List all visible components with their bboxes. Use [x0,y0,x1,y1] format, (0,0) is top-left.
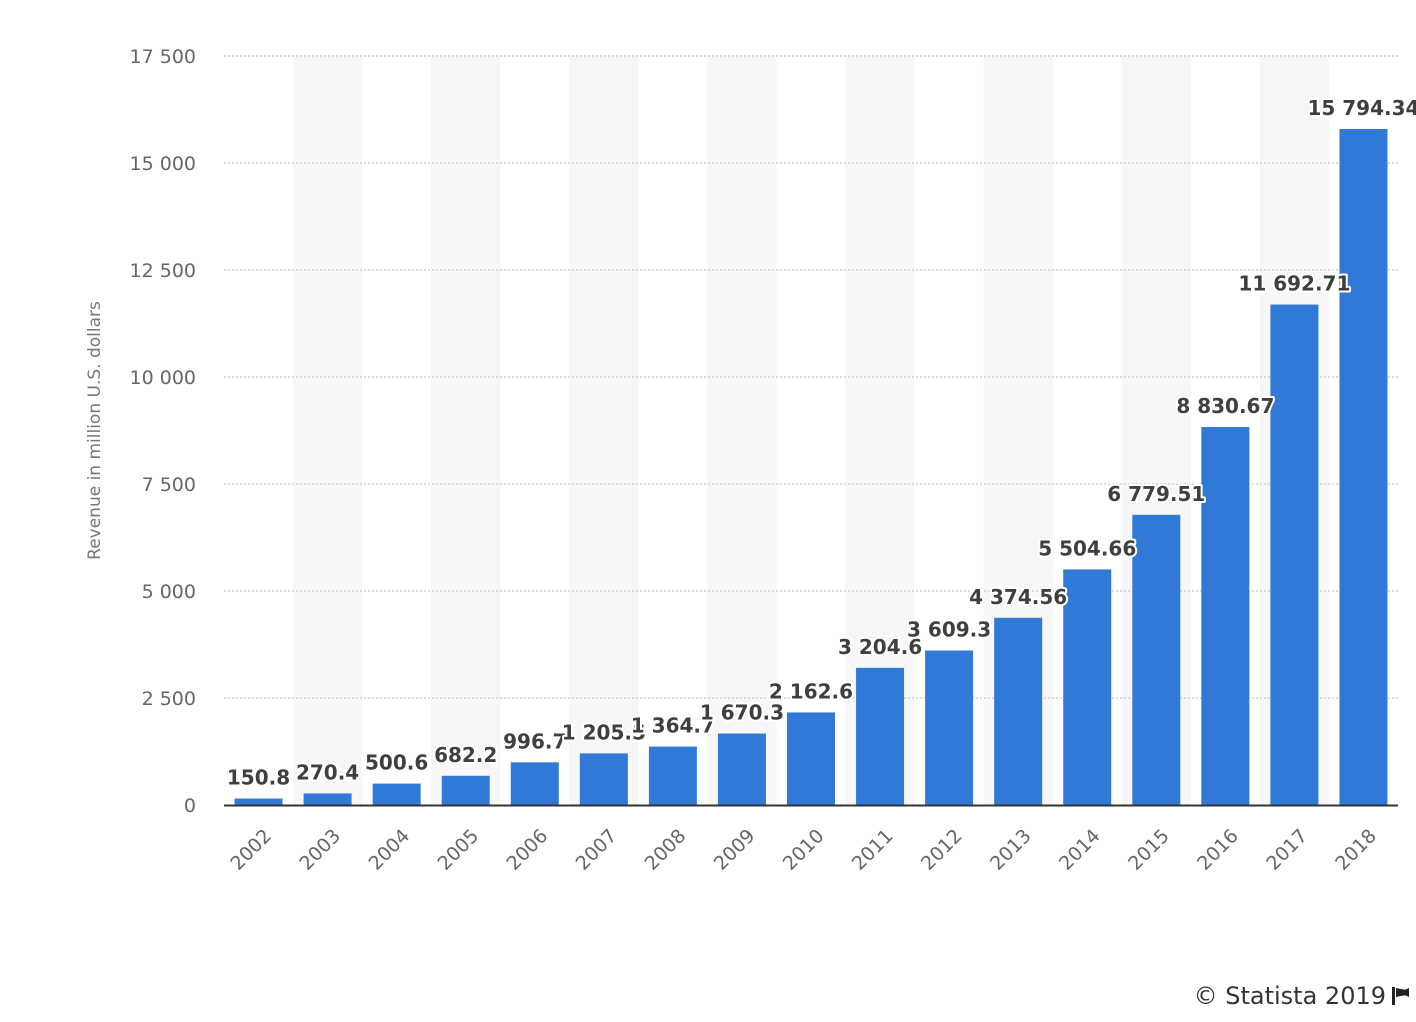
data-label: 6 779.51 [1107,482,1205,506]
bar [510,762,559,805]
bar [1339,129,1388,805]
bar [234,798,283,805]
data-label: 500.6 [365,751,428,775]
y-tick-label: 5 000 [142,581,196,603]
y-tick-label: 0 [184,795,196,817]
x-tick-label: 2014 [1055,825,1105,875]
column-band [431,56,501,805]
x-tick-label: 2011 [848,825,898,875]
bar [1063,569,1112,805]
data-label: 4 374.56 [969,585,1067,609]
bar [856,667,905,805]
y-tick-label: 15 000 [130,153,196,175]
y-axis-ticks: 0 2 500 5 000 7 500 10 000 12 500 15 000 17 500 [130,46,196,817]
x-axis-ticks: 2002 2003 2004 2005 2006 2007 2008 2009 2010 2011… [226,825,1381,875]
x-tick-label: 2012 [917,825,967,875]
x-tick-label: 2004 [364,825,414,875]
x-tick-label: 2003 [295,825,345,875]
x-tick-label: 2006 [503,825,553,875]
credit-text: © Statista 2019 [1193,982,1386,1010]
bar [787,712,835,805]
y-tick-label: 2 500 [142,688,196,710]
data-label: 996.7 [503,729,566,753]
data-label: 270.4 [296,760,359,784]
x-tick-label: 2010 [779,825,829,875]
x-tick-label: 2018 [1331,825,1381,875]
y-tick-label: 10 000 [130,367,196,389]
data-label: 3 204.6 [838,635,922,659]
data-label: 15 794.34 [1307,96,1416,120]
bar [1270,304,1319,805]
x-tick-label: 2015 [1124,825,1174,875]
bar [994,617,1043,805]
column-band [569,56,639,805]
x-tick-label: 2016 [1193,825,1243,875]
y-tick-label: 12 500 [130,260,196,282]
y-tick-label: 7 500 [142,474,196,496]
data-label: 1 364.7 [631,714,715,738]
bar [648,746,697,805]
bar [925,650,974,805]
x-tick-label: 2005 [433,825,483,875]
data-label: 1 205.5 [562,720,646,744]
y-tick-label: 17 500 [130,46,196,68]
bar [372,783,421,805]
column-band [707,56,777,805]
revenue-bar-chart: 0 2 500 5 000 7 500 10 000 12 500 15 000 17 500… [85,46,1416,875]
x-tick-label: 2017 [1262,825,1312,875]
bar [441,775,490,805]
data-label: 150.8 [227,766,290,790]
data-label: 11 692.71 [1238,272,1350,296]
bars [234,129,1388,805]
bar [717,733,766,805]
column-band [293,56,363,805]
data-label: 5 504.66 [1038,536,1136,560]
x-tick-label: 2008 [641,825,691,875]
bar [1201,427,1250,805]
flag-icon[interactable] [1392,987,1410,1005]
bar [1132,514,1181,805]
y-axis-label: Revenue in million U.S. dollars [85,301,105,560]
x-tick-label: 2007 [572,825,622,875]
statista-credit: © Statista 2019 [1194,982,1410,1010]
bar [579,753,628,805]
data-label: 682.2 [434,743,497,767]
x-tick-label: 2009 [710,825,760,875]
data-label: 2 162.6 [769,679,853,703]
data-label: 8 830.67 [1176,394,1274,418]
bar [303,793,352,805]
data-label: 1 670.3 [700,701,784,725]
data-label: 3 609.3 [907,618,991,642]
x-tick-label: 2013 [986,825,1036,875]
x-tick-label: 2002 [226,825,276,875]
